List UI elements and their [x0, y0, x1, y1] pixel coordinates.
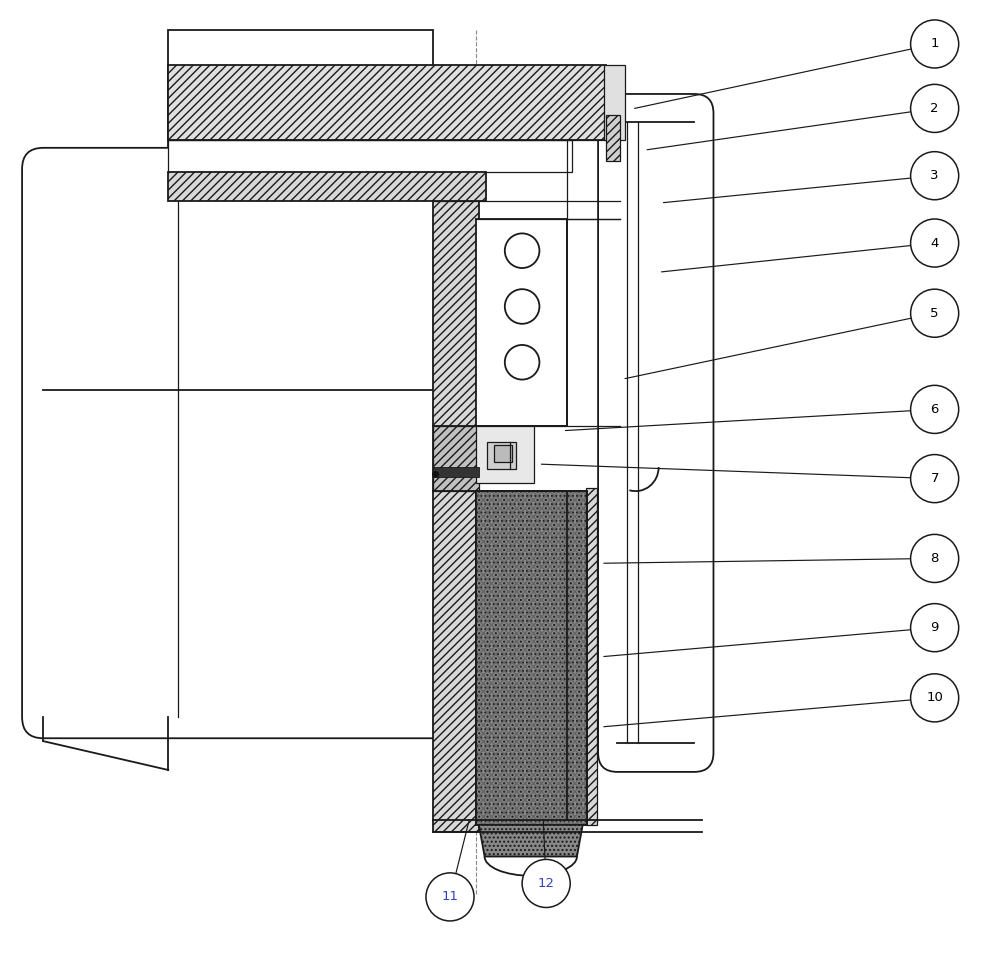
Bar: [433, 141, 479, 832]
Bar: [168, 171, 486, 200]
Bar: [494, 445, 512, 462]
Bar: [433, 426, 479, 491]
Bar: [476, 491, 587, 824]
Text: 6: 6: [930, 403, 939, 416]
Bar: [168, 141, 572, 171]
Bar: [487, 442, 516, 469]
Bar: [586, 488, 597, 824]
Text: 7: 7: [930, 472, 939, 485]
FancyBboxPatch shape: [598, 94, 713, 772]
Text: 2: 2: [930, 102, 939, 115]
Circle shape: [522, 859, 570, 907]
FancyBboxPatch shape: [22, 148, 454, 739]
Circle shape: [911, 534, 959, 583]
Bar: [476, 426, 534, 483]
Text: 1: 1: [930, 38, 939, 50]
Bar: [606, 116, 620, 161]
Text: 11: 11: [441, 891, 458, 903]
Text: 9: 9: [930, 621, 939, 635]
Text: 3: 3: [930, 169, 939, 182]
Text: 12: 12: [538, 877, 555, 890]
Circle shape: [911, 219, 959, 267]
Circle shape: [426, 872, 474, 921]
Bar: [604, 65, 625, 141]
Bar: [168, 30, 433, 169]
Bar: [476, 219, 567, 426]
Bar: [168, 65, 606, 141]
Text: 4: 4: [930, 237, 939, 249]
Text: 8: 8: [930, 552, 939, 565]
Circle shape: [911, 289, 959, 337]
Circle shape: [911, 604, 959, 652]
Bar: [433, 467, 479, 477]
Circle shape: [911, 385, 959, 433]
Circle shape: [911, 674, 959, 722]
Circle shape: [911, 455, 959, 503]
Text: 5: 5: [930, 307, 939, 320]
Circle shape: [911, 151, 959, 199]
Bar: [476, 491, 587, 824]
Polygon shape: [479, 824, 583, 856]
Bar: [476, 491, 587, 824]
Circle shape: [911, 85, 959, 133]
Text: 10: 10: [926, 691, 943, 704]
Circle shape: [911, 20, 959, 68]
